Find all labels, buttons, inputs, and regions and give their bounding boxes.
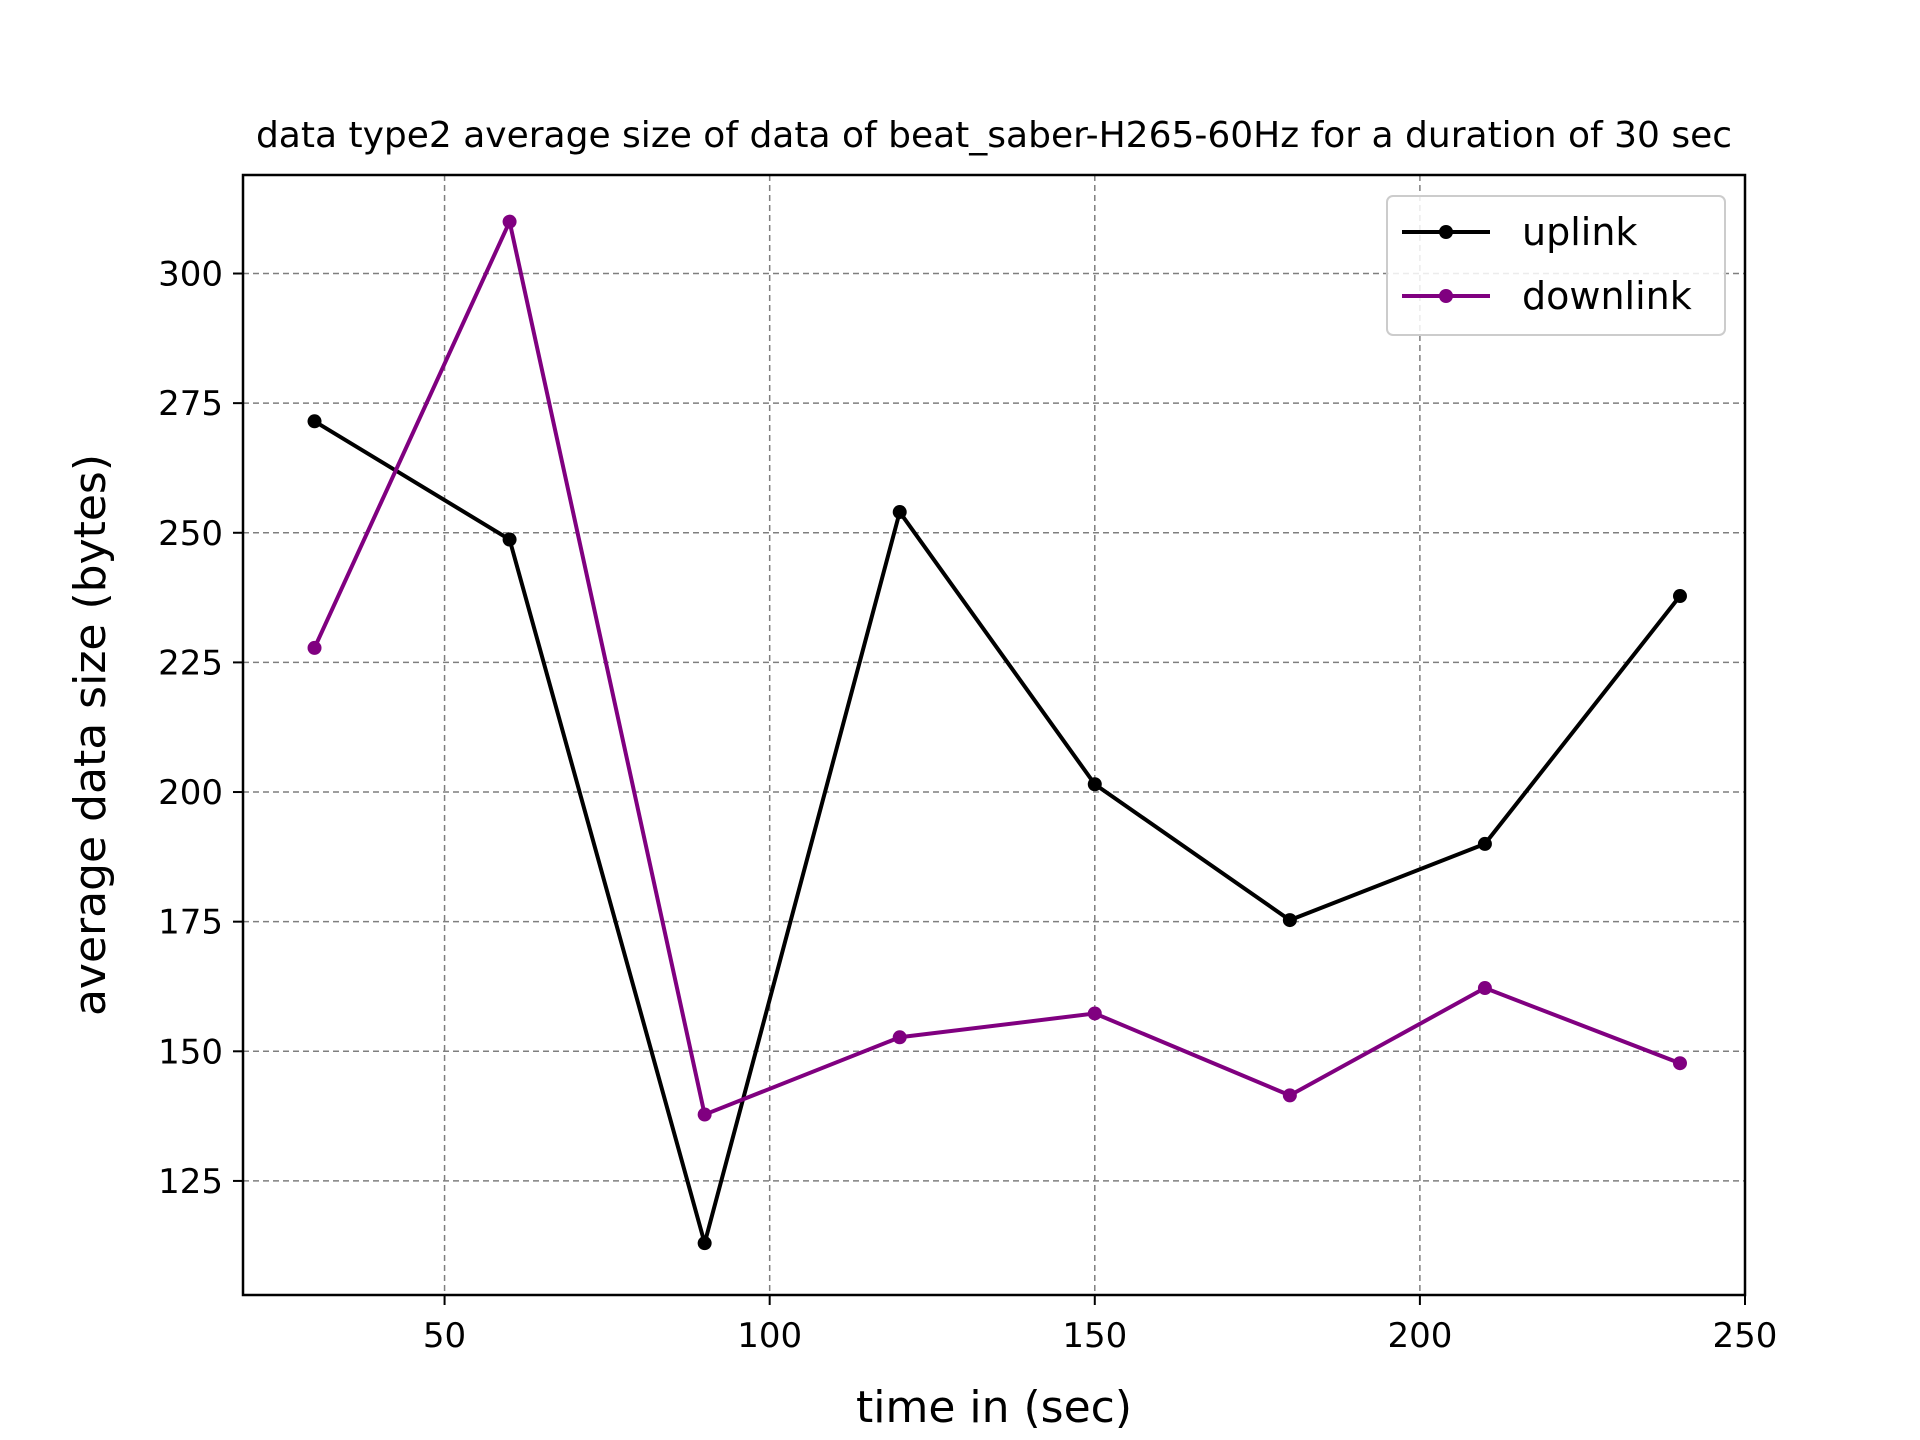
y-tick-label: 150 [158, 1032, 223, 1072]
legend: uplink downlink [1386, 195, 1726, 336]
axis-ticks: 50 100 150 200 250 125 150 175 200 225 250 275 300 [158, 255, 1777, 1356]
x-axis-label: time in (sec) [856, 1382, 1132, 1433]
grid-lines [243, 175, 1746, 1295]
legend-label-downlink: downlink [1522, 274, 1692, 318]
data-point-uplink [1087, 777, 1102, 792]
data-point-uplink [1282, 913, 1297, 928]
y-tick-label: 175 [158, 903, 223, 943]
data-point-uplink [1672, 589, 1687, 604]
data-point-uplink [892, 505, 907, 520]
data-point-downlink [892, 1030, 907, 1045]
data-point-downlink [697, 1107, 712, 1122]
x-tick-label: 200 [1387, 1316, 1452, 1356]
x-tick-label: 250 [1713, 1316, 1778, 1356]
data-point-downlink [1672, 1056, 1687, 1071]
data-point-uplink [697, 1236, 712, 1251]
legend-marker-uplink [1439, 225, 1453, 239]
y-tick-label: 200 [158, 773, 223, 813]
series-line-uplink [313, 419, 1682, 1246]
y-tick-label: 250 [158, 514, 223, 554]
chart-title: data type2 average size of data of beat_… [256, 115, 1732, 156]
y-tick-label: 125 [158, 1162, 223, 1202]
series-lines [307, 214, 1687, 1251]
y-tick-label: 300 [158, 255, 223, 295]
data-point-downlink [307, 640, 322, 655]
plot-frame [241, 173, 1747, 1297]
y-tick-label: 225 [158, 643, 223, 683]
x-tick-label: 100 [737, 1316, 802, 1356]
legend-label-uplink: uplink [1522, 210, 1637, 254]
data-point-uplink [1477, 836, 1492, 851]
y-tick-label: 275 [158, 384, 223, 424]
data-point-uplink [502, 532, 517, 547]
data-point-uplink [307, 414, 322, 429]
data-point-downlink [1477, 981, 1492, 996]
data-point-downlink [1282, 1088, 1297, 1103]
series-line-downlink [312, 219, 1681, 1117]
data-point-downlink [1087, 1006, 1102, 1021]
y-axis-label: average data size (bytes) [65, 454, 116, 1016]
x-tick-label: 50 [423, 1316, 466, 1356]
data-point-downlink [502, 214, 517, 229]
legend-marker-downlink [1439, 289, 1453, 303]
x-tick-label: 150 [1062, 1316, 1127, 1356]
